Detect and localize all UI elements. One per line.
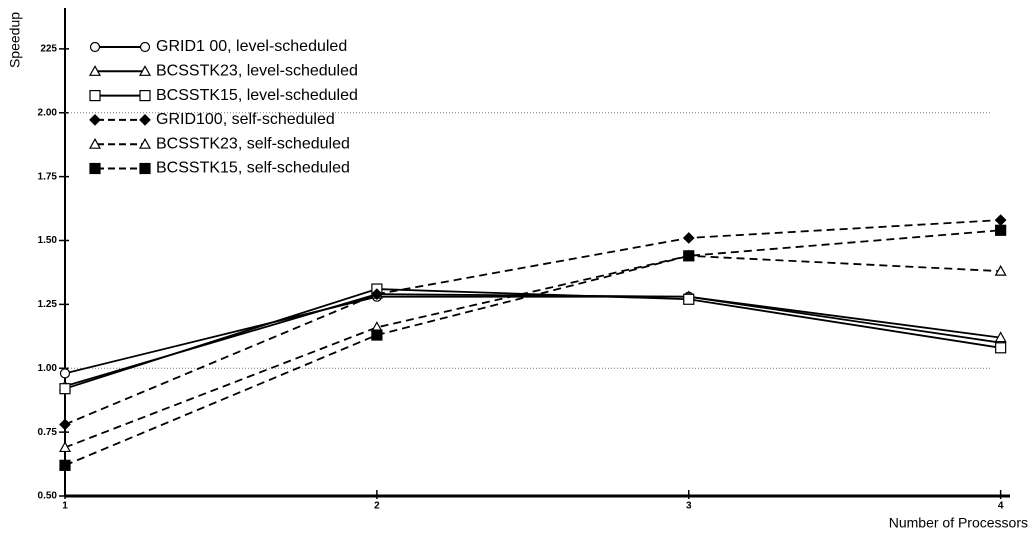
data-point [994, 214, 1007, 226]
legend-marker [89, 89, 101, 102]
series-line [64, 295, 1001, 375]
y-tick-label: 1.75 [38, 171, 58, 182]
legend-label: BCSSTK15, self-scheduled [156, 160, 350, 177]
y-tick-label: 0.50 [38, 491, 58, 502]
legend-marker [89, 114, 101, 126]
legend-marker [139, 162, 151, 175]
legend-marker [88, 137, 102, 149]
series-line [64, 219, 1001, 426]
data-point [995, 342, 1007, 354]
series-line [64, 229, 1001, 467]
legend-marker [138, 65, 152, 76]
data-point [994, 331, 1007, 343]
legend-label: BCSSTK15, level-scheduled [156, 87, 358, 104]
x-tick-label: 1 [62, 501, 68, 512]
y-tick-label: 1.00 [38, 363, 58, 374]
y-tick-label: 1.50 [38, 235, 58, 246]
legend-marker [139, 114, 151, 126]
y-tick-label: 0.75 [38, 427, 58, 438]
data-point [59, 459, 71, 471]
y-tick-label: 225 [40, 44, 57, 55]
x-tick-label: 3 [686, 501, 692, 512]
series-line [64, 293, 1001, 387]
data-point [371, 288, 383, 301]
data-point [683, 293, 695, 305]
data-point [994, 264, 1007, 276]
x-axis-label: Number of Processors [889, 515, 1028, 531]
legend-marker [89, 41, 101, 53]
x-tick-label: 2 [374, 501, 380, 512]
data-point [371, 329, 383, 341]
legend-label: GRID100, self-scheduled [156, 111, 335, 128]
data-point [59, 418, 71, 431]
data-point [683, 250, 695, 262]
legend-label: BCSSTK23, level-scheduled [156, 63, 358, 80]
y-tick-label: 1.25 [38, 299, 58, 310]
x-tick-label: 4 [998, 501, 1004, 512]
legend-marker [139, 89, 151, 102]
series-line [64, 254, 1001, 449]
data-point [682, 232, 695, 244]
legend-label: GRID1 00, level-scheduled [156, 38, 347, 55]
legend-marker [89, 162, 101, 175]
data-point [59, 383, 71, 395]
legend-marker [138, 137, 152, 149]
legend-marker [139, 41, 151, 53]
y-tick-label: 2.00 [38, 107, 58, 118]
y-axis-label: Speedup [7, 12, 23, 68]
legend-marker [88, 65, 102, 76]
data-point [58, 441, 72, 453]
legend-label: BCSSTK23, self-scheduled [156, 135, 350, 152]
data-point [59, 368, 71, 379]
data-point [995, 224, 1007, 236]
series-line [64, 288, 1001, 390]
